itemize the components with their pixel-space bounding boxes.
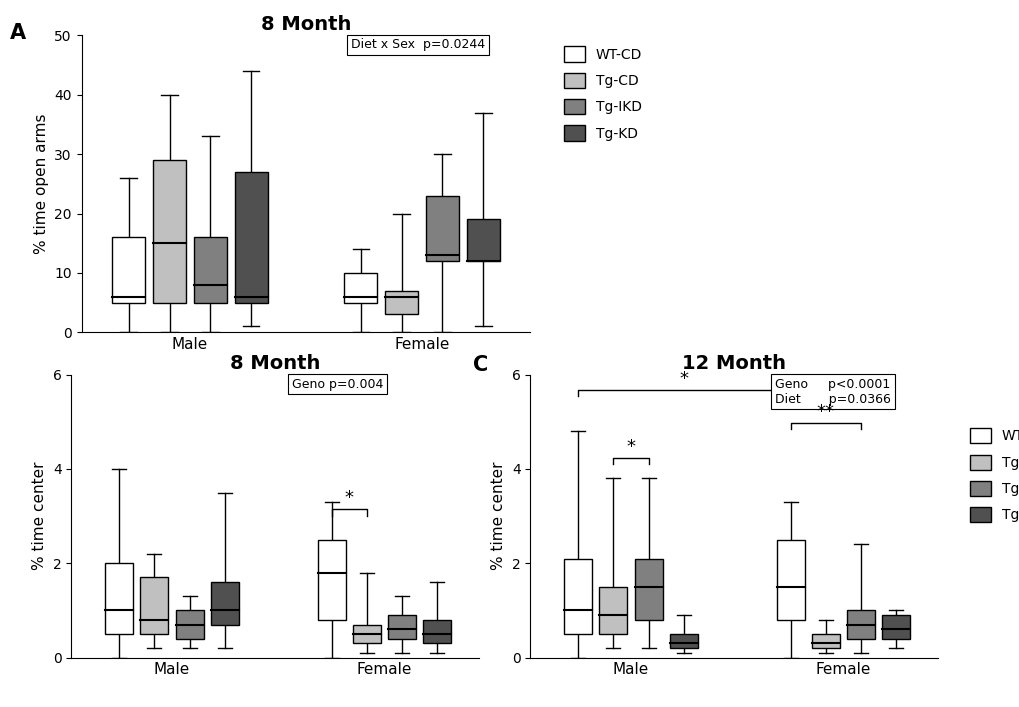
Y-axis label: % time center: % time center <box>33 462 47 571</box>
Bar <box>881 615 909 638</box>
Bar <box>112 238 146 303</box>
Text: A: A <box>10 23 25 43</box>
Bar <box>599 587 627 634</box>
Bar <box>775 539 804 620</box>
Title: 8 Month: 8 Month <box>230 354 320 373</box>
Bar <box>211 582 238 624</box>
Bar <box>353 624 380 643</box>
Bar <box>344 273 377 303</box>
Bar <box>317 539 345 620</box>
Y-axis label: % time center: % time center <box>491 462 505 571</box>
Text: Geno p=0.004: Geno p=0.004 <box>291 378 383 390</box>
Bar <box>194 238 227 303</box>
Bar <box>175 610 204 638</box>
Text: *: * <box>626 438 635 456</box>
Y-axis label: % time open arms: % time open arms <box>34 114 49 254</box>
Legend: WT-CD, Tg-CD, Tg-IKD, Tg-KD: WT-CD, Tg-CD, Tg-IKD, Tg-KD <box>965 424 1019 527</box>
Text: C: C <box>473 355 488 375</box>
Bar <box>141 578 168 634</box>
Bar <box>846 610 874 638</box>
Bar <box>634 559 662 620</box>
Bar <box>669 634 697 648</box>
Bar <box>234 172 267 303</box>
Text: *: * <box>344 489 354 507</box>
Text: Geno     p<0.0001
Diet       p=0.0366: Geno p<0.0001 Diet p=0.0366 <box>774 378 891 406</box>
Bar <box>385 291 418 315</box>
Bar <box>467 219 499 261</box>
Title: 12 Month: 12 Month <box>682 354 786 373</box>
Title: 8 Month: 8 Month <box>261 15 351 34</box>
Bar <box>564 559 592 634</box>
Text: **: ** <box>816 403 834 421</box>
Legend: WT-CD, Tg-CD, Tg-IKD, Tg-KD: WT-CD, Tg-CD, Tg-IKD, Tg-KD <box>559 42 646 145</box>
Bar <box>811 634 839 648</box>
Bar <box>387 615 416 638</box>
Bar <box>426 196 459 261</box>
Bar <box>153 160 186 303</box>
Text: Diet x Sex  p=0.0244: Diet x Sex p=0.0244 <box>351 38 484 52</box>
Bar <box>105 563 133 634</box>
Text: *: * <box>680 370 688 388</box>
Bar <box>423 620 450 643</box>
